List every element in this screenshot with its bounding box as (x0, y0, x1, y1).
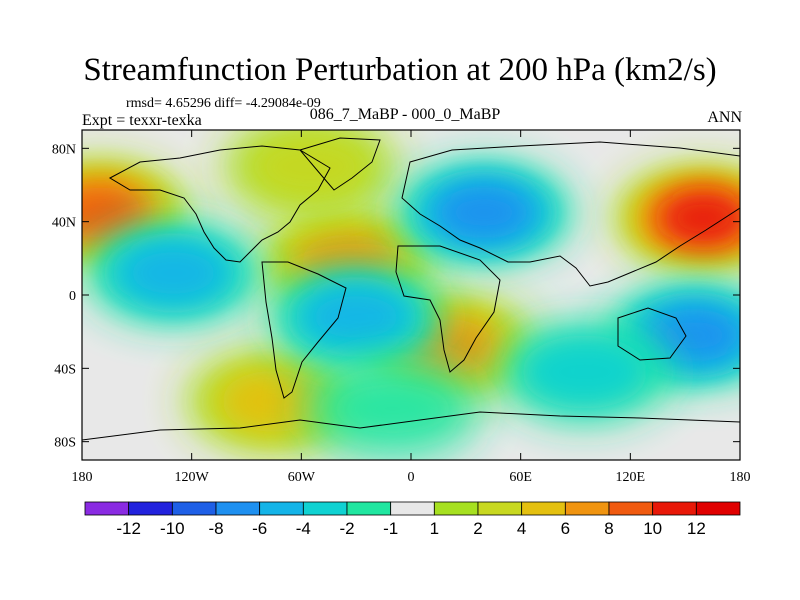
plot-title: Streamfunction Perturbation at 200 hPa (… (83, 52, 717, 88)
colorbar-label: 12 (687, 519, 706, 538)
colorbar-box (346, 501, 392, 516)
y-tick-label: 80S (54, 436, 76, 451)
x-tick-label: 180 (730, 470, 751, 485)
season-label: ANN (707, 109, 742, 126)
colorbar-box (608, 501, 654, 516)
colorbar-box (171, 501, 217, 516)
x-tick-label: 0 (408, 470, 415, 485)
x-tick-label: 180 (72, 470, 93, 485)
colorbar-box (259, 501, 304, 516)
colorbar-label: 10 (643, 519, 662, 538)
contour-high-west-pacific-5 (663, 194, 740, 242)
y-tick-label: 80N (52, 142, 76, 157)
colorbar-label: -2 (339, 519, 354, 538)
case-label: 086_7_MaBP - 000_0_MaBP (309, 106, 501, 123)
y-tick-label: 40S (54, 362, 76, 377)
colorbar-box (564, 501, 610, 516)
contour-high-north-pacific-4 (82, 187, 144, 238)
colorbar-label: -6 (252, 519, 267, 538)
colorbar-box (302, 501, 348, 516)
contour-low-indian-ocean-1 (521, 335, 648, 409)
field-high-west-pacific (615, 168, 740, 268)
contour-low-southern-ocean-0 (304, 358, 481, 459)
field-low-eurasia (396, 162, 573, 263)
coast-africa (395, 245, 501, 373)
field-high-greenland (222, 130, 399, 217)
field-low-southern-ocean (304, 358, 481, 459)
coast-greenland (299, 137, 381, 191)
axes: 180 120W 60W 0 60E 120E 180 80N 40N 0 40S 80S (52, 130, 751, 485)
coast-antarctica (82, 411, 740, 441)
field-low-east-pacific (85, 223, 262, 323)
contour-field (82, 130, 740, 460)
colorbar-box (477, 501, 523, 516)
field-low-indian-ocean (496, 322, 673, 422)
colorbar-box (433, 501, 479, 516)
colorbar-label: -12 (116, 519, 141, 538)
colorbar-label: 6 (561, 519, 570, 538)
coastlines (82, 137, 740, 441)
colorbar-box (521, 501, 566, 516)
colorbar-box (84, 501, 130, 516)
contour-high-greenland-1 (247, 130, 374, 204)
colorbar-label: -10 (160, 519, 185, 538)
colorbar-label: 8 (604, 519, 613, 538)
experiment-label: Expt = texxr-texka (82, 112, 202, 129)
x-tick-label: 120E (616, 470, 646, 485)
field-layer (82, 130, 740, 459)
x-tick-label: 60W (288, 470, 316, 485)
coast-australia (617, 307, 687, 361)
colorbar-label: -8 (208, 519, 223, 538)
coast-south-america (261, 261, 347, 399)
colorbar-box (695, 501, 741, 516)
coast-eurasia (401, 141, 740, 287)
colorbar-label: 4 (517, 519, 526, 538)
stats-label: rmsd= 4.65296 diff= -4.29084e-09 (126, 96, 321, 111)
colorbar-label: 1 (430, 519, 439, 538)
colorbar: -12 -10 -8 -6 -4 -2 -1 1 2 4 6 8 10 12 (84, 501, 741, 538)
colorbar-label: -4 (296, 519, 311, 538)
y-tick-label: 0 (69, 289, 76, 304)
contour-low-south-atlantic-2 (303, 286, 409, 348)
colorbar-label: 2 (473, 519, 482, 538)
contour-high-south-america-south-2 (221, 370, 327, 432)
colorbar-label: -1 (383, 519, 398, 538)
field-low-south-atlantic (268, 267, 445, 367)
colorbar-box (128, 501, 173, 516)
y-tick-label: 40N (52, 216, 76, 231)
contour-low-eurasia-3 (437, 185, 531, 240)
contour-low-south-pacific-3 (647, 308, 740, 363)
colorbar-box (215, 501, 261, 516)
coast-north-america (108, 145, 331, 263)
colorbar-box (390, 501, 435, 516)
contour-low-east-pacific-2 (120, 242, 226, 304)
x-tick-label: 60E (509, 470, 532, 485)
colorbar-box (652, 501, 697, 516)
x-tick-label: 120W (175, 470, 210, 485)
